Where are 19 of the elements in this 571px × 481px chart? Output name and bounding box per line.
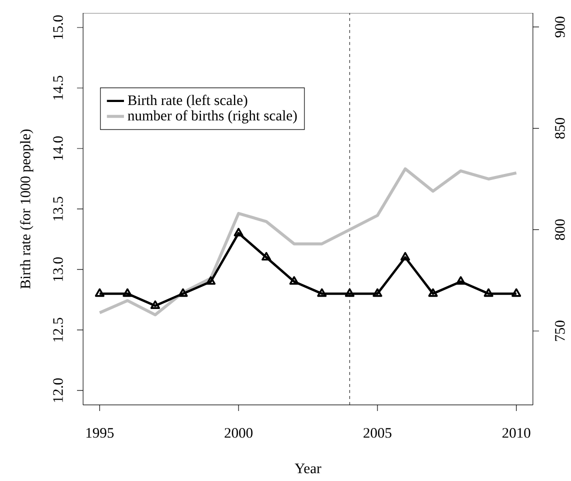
x-tick-label: 1995: [86, 428, 114, 438]
legend-label: number of births (right scale): [128, 110, 297, 124]
y-tick-label: 12.5: [53, 318, 63, 342]
y-tick-label: 13.5: [53, 196, 63, 220]
legend-label: Birth rate (left scale): [128, 94, 248, 108]
x-tick-label: 2010: [502, 428, 530, 438]
y-axis-title: Birth rate (for 1000 people): [20, 129, 34, 289]
y-tick-label: 12.0: [53, 378, 63, 402]
y2-tick-label: 900: [555, 16, 565, 38]
x-tick-label: 2000: [224, 428, 253, 438]
y2-tick-label: 750: [555, 320, 565, 341]
y2-tick-label: 850: [555, 118, 565, 139]
y-tick-label: 15.0: [53, 15, 63, 39]
x-tick-label: 2005: [364, 428, 392, 438]
y-tick-label: 13.0: [53, 257, 63, 281]
y2-tick-label: 800: [555, 219, 565, 240]
y-tick-label: 14.0: [53, 136, 63, 160]
y-tick-label: 14.5: [53, 76, 63, 100]
x-axis-title: Year: [294, 464, 322, 474]
